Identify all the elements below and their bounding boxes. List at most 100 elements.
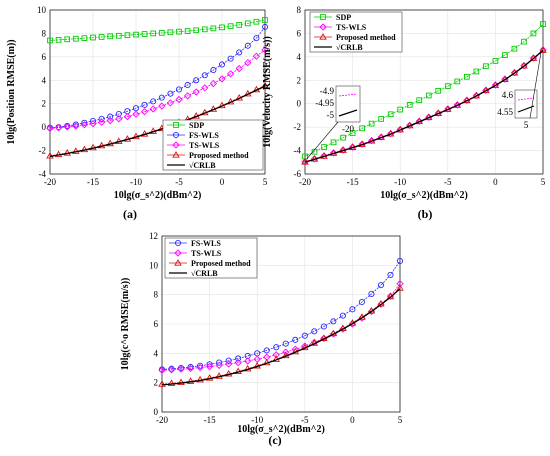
- legend-label: TS-WLS: [336, 23, 367, 32]
- y-tick-label: 0: [154, 407, 159, 417]
- panel-caption: (c): [268, 433, 281, 447]
- inset-x-tick: 5: [524, 120, 529, 130]
- data-point: [330, 139, 337, 146]
- data-point: [530, 30, 537, 37]
- data-point: [301, 332, 308, 339]
- x-tick-label: -10: [251, 415, 263, 425]
- data-point: [46, 151, 54, 159]
- legend-label: Proposed method: [191, 259, 251, 268]
- series-3: [304, 49, 544, 163]
- data-point: [187, 363, 194, 371]
- data-point: [193, 77, 200, 84]
- data-point: [359, 125, 365, 132]
- data-point: [368, 136, 376, 145]
- data-point: [406, 121, 414, 130]
- x-tick-label: -5: [301, 415, 309, 425]
- legend-label: Proposed method: [336, 33, 396, 42]
- data-point: [320, 152, 328, 160]
- data-point: [72, 147, 80, 154]
- y-tick-label: 8: [297, 5, 302, 15]
- data-point: [197, 362, 204, 369]
- x-tick-label: 5: [541, 177, 546, 187]
- data-point: [225, 360, 233, 368]
- series-2: [46, 46, 269, 132]
- data-point: [263, 347, 270, 354]
- data-point: [177, 378, 185, 386]
- plot-frame: [304, 9, 544, 175]
- data-point: [252, 52, 261, 60]
- data-point: [435, 87, 442, 94]
- data-point: [46, 124, 54, 132]
- data-point: [387, 111, 394, 118]
- data-point: [184, 81, 191, 89]
- legend-marker: [174, 249, 182, 257]
- y-axis-label: 10lg(c^o RMSE(m/s)): [120, 278, 131, 371]
- series-line: [49, 26, 266, 129]
- x-tick-label: 5: [398, 415, 403, 425]
- data-point: [175, 95, 183, 104]
- data-point: [377, 282, 385, 289]
- data-point: [339, 146, 347, 154]
- inset-pointer: [306, 121, 339, 159]
- data-point: [205, 362, 214, 371]
- data-point: [158, 102, 166, 110]
- data-point: [368, 120, 375, 127]
- x-tick-label: 5: [263, 177, 268, 187]
- legend-marker: [174, 239, 182, 247]
- data-point: [339, 312, 346, 319]
- legend-label: TS-WLS: [191, 249, 222, 258]
- data-point: [425, 92, 432, 99]
- x-tick-label: -10: [130, 177, 142, 187]
- data-point: [166, 99, 175, 107]
- legend-label: TS-WLS: [189, 141, 220, 150]
- data-point: [234, 358, 242, 367]
- data-point: [234, 367, 242, 375]
- data-point: [348, 143, 357, 151]
- y-tick-label: 6: [42, 52, 47, 62]
- data-point: [158, 29, 165, 36]
- panel-caption: (a): [123, 207, 137, 221]
- series-line: [161, 283, 401, 371]
- x-tick-label: -5: [175, 177, 183, 187]
- x-axis-label: 10lg(σ_s^2)(dBm^2): [237, 424, 325, 435]
- data-point: [210, 25, 217, 32]
- x-tick-label: -10: [394, 177, 406, 187]
- data-point: [72, 122, 80, 130]
- y-tick-label: 0: [297, 99, 302, 109]
- legend-marker: [172, 131, 180, 139]
- inset-box: [335, 85, 361, 123]
- legend-marker: [320, 14, 326, 20]
- data-point: [72, 121, 79, 128]
- data-point: [176, 28, 182, 35]
- data-point: [368, 290, 375, 297]
- data-point: [349, 130, 356, 136]
- data-point: [218, 75, 226, 83]
- inset-series-line: [517, 105, 535, 113]
- y-tick-label: 2: [297, 75, 302, 85]
- legend-label: √CRLB: [336, 43, 363, 52]
- y-tick-label: 4: [42, 75, 47, 85]
- y-tick-label: 4: [154, 348, 159, 358]
- data-point: [63, 123, 71, 131]
- data-point: [184, 28, 191, 34]
- data-point: [167, 29, 174, 36]
- y-tick-label: 12: [149, 231, 158, 241]
- y-tick-label: 6: [154, 319, 159, 329]
- data-point: [261, 81, 269, 89]
- legend-marker: [319, 33, 327, 40]
- data-point: [244, 357, 252, 365]
- data-point: [124, 32, 131, 39]
- legend-label: SDP: [336, 13, 351, 22]
- data-point: [186, 364, 195, 373]
- inset-x-tick: -20: [342, 124, 354, 134]
- data-point: [301, 158, 309, 166]
- data-point: [55, 37, 62, 43]
- data-point: [54, 124, 63, 132]
- inset-y-tick: 4.6: [502, 90, 514, 100]
- x-tick-label: -20: [44, 177, 56, 187]
- data-point: [473, 68, 480, 75]
- data-point: [387, 271, 394, 278]
